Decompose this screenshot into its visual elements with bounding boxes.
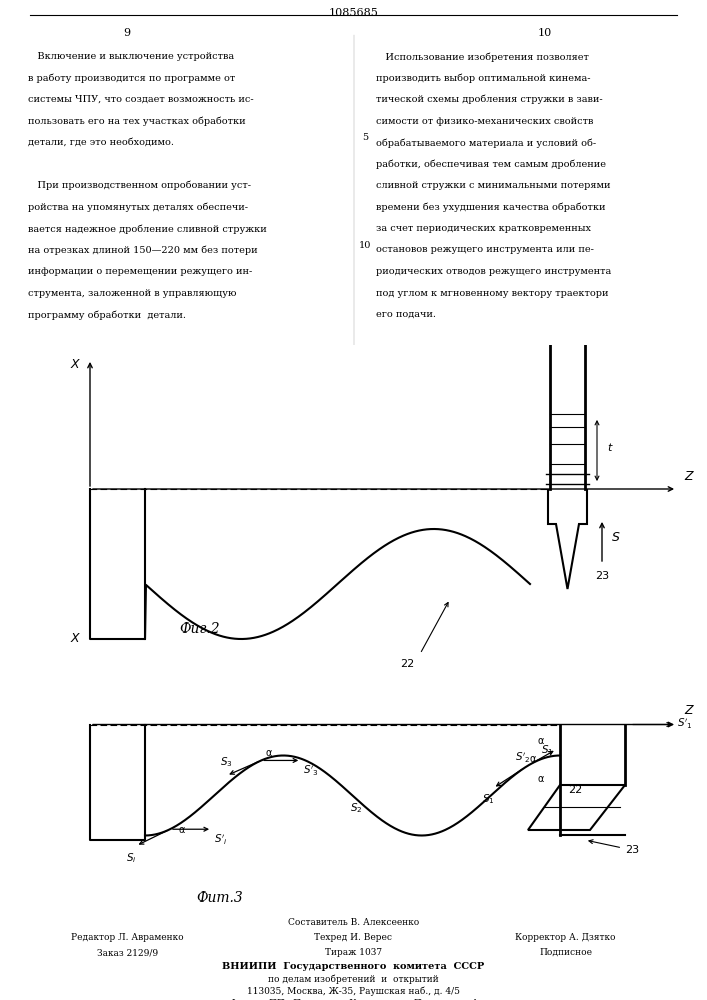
Text: 10: 10 bbox=[537, 28, 551, 38]
Text: времени без ухудшения качества обработки: времени без ухудшения качества обработки bbox=[375, 202, 605, 212]
Text: Z: Z bbox=[684, 471, 694, 484]
Text: струмента, заложенной в управляющую: струмента, заложенной в управляющую bbox=[28, 288, 237, 298]
Text: Редактор Л. Авраменко: Редактор Л. Авраменко bbox=[71, 933, 184, 942]
Text: системы ЧПУ, что создает возможность ис-: системы ЧПУ, что создает возможность ис- bbox=[28, 95, 254, 104]
Text: вается надежное дробление сливной стружки: вается надежное дробление сливной стружк… bbox=[28, 224, 267, 233]
Text: информации о перемещении режущего ин-: информации о перемещении режущего ин- bbox=[28, 267, 252, 276]
Text: 22: 22 bbox=[568, 785, 583, 795]
Text: Корректор А. Дзятко: Корректор А. Дзятко bbox=[515, 933, 616, 942]
Text: α: α bbox=[529, 754, 535, 764]
Text: Включение и выключение устройства: Включение и выключение устройства bbox=[28, 52, 234, 61]
Text: $S'_i$: $S'_i$ bbox=[214, 833, 228, 847]
Text: 23: 23 bbox=[589, 840, 639, 855]
Text: Подписное: Подписное bbox=[539, 948, 592, 957]
Text: Тираж 1037: Тираж 1037 bbox=[325, 948, 382, 957]
Text: производить выбор оптимальной кинема-: производить выбор оптимальной кинема- bbox=[375, 74, 590, 83]
Text: α: α bbox=[538, 774, 544, 784]
Text: его подачи.: его подачи. bbox=[375, 310, 436, 319]
Text: за счет периодических кратковременных: за счет периодических кратковременных bbox=[375, 224, 590, 233]
Text: X: X bbox=[71, 633, 79, 646]
Text: Заказ 2129/9: Заказ 2129/9 bbox=[97, 948, 158, 957]
Text: 5: 5 bbox=[363, 133, 368, 142]
Text: α: α bbox=[265, 748, 271, 758]
Text: $S_1$: $S_1$ bbox=[482, 792, 494, 806]
Text: 1085685: 1085685 bbox=[329, 8, 378, 18]
Text: Составитель В. Алексеенко: Составитель В. Алексеенко bbox=[288, 918, 419, 927]
Text: S: S bbox=[612, 531, 620, 544]
Text: работки, обеспечивая тем самым дробление: работки, обеспечивая тем самым дробление bbox=[375, 159, 605, 169]
Text: детали, где это необходимо.: детали, где это необходимо. bbox=[28, 138, 174, 147]
Text: $S_i$: $S_i$ bbox=[126, 851, 136, 865]
Text: α: α bbox=[538, 736, 544, 746]
Text: α: α bbox=[178, 825, 185, 835]
Text: $S_1$: $S_1$ bbox=[541, 743, 554, 757]
Text: обрабатываемого материала и условий об-: обрабатываемого материала и условий об- bbox=[375, 138, 595, 147]
Text: 22: 22 bbox=[400, 659, 414, 669]
Text: в работу производится по программе от: в работу производится по программе от bbox=[28, 74, 235, 83]
Text: риодических отводов режущего инструмента: риодических отводов режущего инструмента bbox=[375, 267, 611, 276]
Text: Z: Z bbox=[684, 704, 694, 718]
Text: пользовать его на тех участках обработки: пользовать его на тех участках обработки bbox=[28, 116, 245, 126]
Text: Техред И. Верес: Техред И. Верес bbox=[315, 933, 392, 942]
Text: программу обработки  детали.: программу обработки детали. bbox=[28, 310, 186, 320]
Text: Филиал ПП «Патент», г. Ужгород, ул. Проектная, 4: Филиал ПП «Патент», г. Ужгород, ул. Прое… bbox=[230, 999, 477, 1000]
Text: 9: 9 bbox=[124, 28, 131, 38]
Text: 10: 10 bbox=[359, 240, 372, 249]
Text: сливной стружки с минимальными потерями: сливной стружки с минимальными потерями bbox=[375, 181, 610, 190]
Text: Фиг.2: Фиг.2 bbox=[180, 622, 221, 636]
Text: на отрезках длиной 150—220 мм без потери: на отрезках длиной 150—220 мм без потери bbox=[28, 245, 257, 255]
Text: тической схемы дробления стружки в зави-: тической схемы дробления стружки в зави- bbox=[375, 95, 602, 104]
Text: $S'_1$: $S'_1$ bbox=[677, 717, 693, 731]
Text: Фит.3: Фит.3 bbox=[197, 891, 243, 905]
Text: под углом к мгновенному вектору траектори: под углом к мгновенному вектору траектор… bbox=[375, 288, 608, 298]
Text: по делам изобретений  и  открытий: по делам изобретений и открытий bbox=[268, 975, 439, 984]
Text: 23: 23 bbox=[595, 571, 609, 581]
Text: t: t bbox=[607, 443, 612, 453]
Text: $S'_3$: $S'_3$ bbox=[303, 764, 319, 778]
Text: $S_2$: $S_2$ bbox=[349, 801, 362, 815]
Text: симости от физико-механических свойств: симости от физико-механических свойств bbox=[375, 116, 593, 125]
Text: При производственном опробовании уст-: При производственном опробовании уст- bbox=[28, 181, 251, 190]
Text: ВНИИПИ  Государственного  комитета  СССР: ВНИИПИ Государственного комитета СССР bbox=[223, 962, 484, 971]
Text: $S'_2$: $S'_2$ bbox=[515, 751, 531, 765]
Text: $S_3$: $S_3$ bbox=[220, 756, 233, 769]
Text: X: X bbox=[71, 358, 79, 370]
Text: Использование изобретения позволяет: Использование изобретения позволяет bbox=[375, 52, 588, 62]
Text: 113035, Москва, Ж-35, Раушская наб., д. 4/5: 113035, Москва, Ж-35, Раушская наб., д. … bbox=[247, 987, 460, 996]
Text: ройства на упомянутых деталях обеспечи-: ройства на упомянутых деталях обеспечи- bbox=[28, 202, 248, 212]
Text: остановов режущего инструмента или пе-: остановов режущего инструмента или пе- bbox=[375, 245, 593, 254]
